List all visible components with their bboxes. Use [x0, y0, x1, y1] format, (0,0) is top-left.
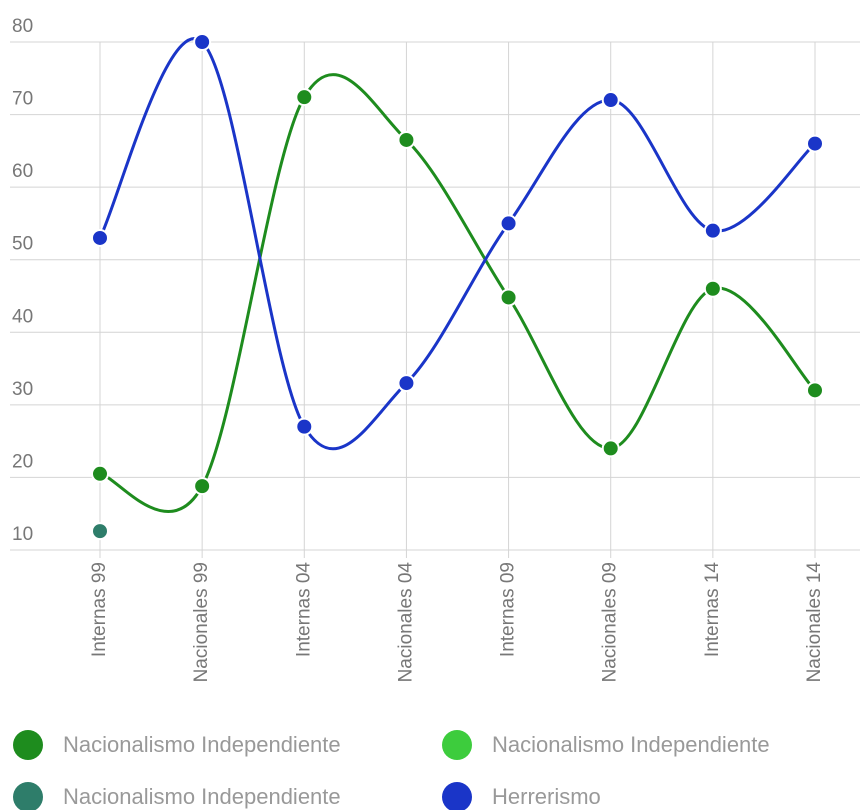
legend-swatch [442, 782, 472, 810]
data-point [703, 279, 722, 298]
data-point [193, 477, 212, 496]
data-point [91, 228, 109, 247]
y-tick-label: 60 [12, 161, 33, 182]
y-tick-label: 70 [12, 89, 33, 110]
x-tick-label: Nacionales 04 [395, 562, 416, 683]
y-tick-label: 40 [12, 306, 33, 327]
series-line [99, 73, 817, 513]
series-line [98, 37, 817, 451]
data-point [806, 381, 824, 400]
data-point [295, 88, 314, 107]
x-tick-label: Internas 04 [293, 562, 314, 657]
y-tick-label: 50 [12, 234, 33, 255]
data-point [295, 417, 314, 436]
y-tick-label: 30 [12, 379, 33, 400]
data-point [499, 214, 518, 233]
x-tick-label: Nacionales 99 [191, 562, 212, 682]
legend-label: Nacionalismo Independiente [492, 732, 770, 757]
x-tick-label: Internas 99 [89, 562, 110, 657]
legend-swatch [13, 730, 43, 760]
data-point [601, 91, 620, 110]
data-point [397, 374, 416, 393]
legend-label: Herrerismo [492, 784, 601, 809]
x-tick-label: Internas 09 [498, 562, 519, 657]
data-point [193, 33, 212, 51]
data-point [499, 288, 518, 307]
y-tick-label: 20 [12, 451, 33, 472]
data-point [703, 221, 722, 240]
data-point [601, 439, 620, 458]
legend-swatch [442, 730, 472, 760]
y-tick-label: 80 [12, 16, 33, 37]
x-tick-label: Nacionales 09 [600, 562, 621, 682]
data-point [806, 134, 824, 153]
x-tick-label: Nacionales 14 [804, 562, 825, 683]
data-point [91, 464, 109, 483]
legend-label: Nacionalismo Independiente [63, 784, 341, 809]
x-tick-label: Internas 14 [702, 562, 723, 657]
legend-swatch [13, 782, 43, 810]
y-tick-label: 10 [12, 524, 33, 545]
legend-label: Nacionalismo Independiente [63, 732, 341, 757]
data-point [397, 130, 416, 149]
data-point [91, 522, 109, 541]
